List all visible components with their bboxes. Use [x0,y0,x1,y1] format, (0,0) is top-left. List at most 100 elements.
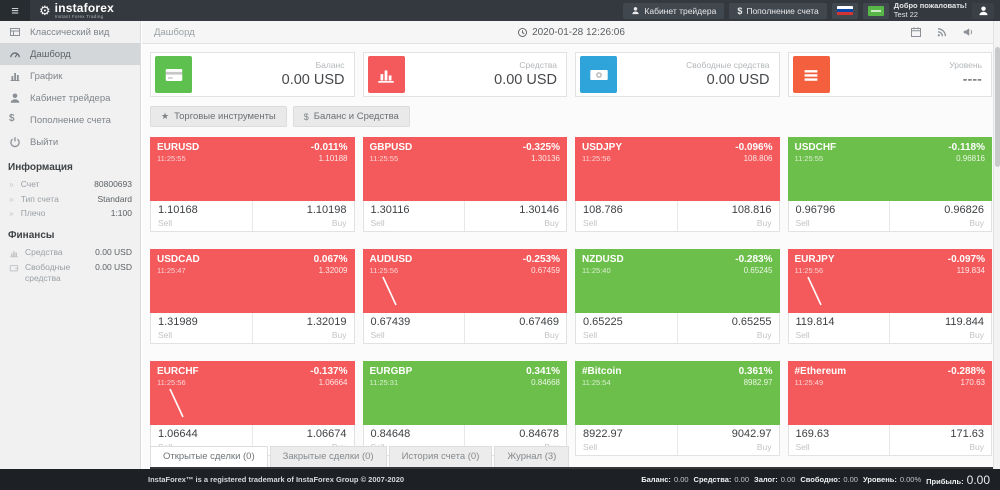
sidebar-menu-item-2[interactable]: График [0,65,140,87]
user-avatar-button[interactable] [972,2,994,19]
finance-row-1: Свободные средства 0.00 USD [0,260,140,285]
sell-button-nzdusd[interactable]: 0.65225 Sell [576,313,677,343]
tile-eurchf[interactable]: EURCHF11:25:56-0.137%1.066641.06644Sell1… [150,361,355,456]
tab-0[interactable]: Открытые сделки (0) [150,446,268,467]
buy-button-eurjpy[interactable]: 119.844 Buy [889,313,991,343]
tile-change-percent: -0.283% [735,254,773,265]
tile-symbol: USDCHF [794,142,837,153]
sidebar-menu-item-4[interactable]: $ Пополнение счета [0,109,140,131]
bottom-tabs: Открытые сделки (0) Закрытые сделки (0) Ис… [150,446,1000,469]
tile-eurjpy[interactable]: EURJPY 11:25:56 -0.097% 119.834 119.814 Sell 1… [787,249,992,344]
deposit-button[interactable]: $ Пополнение счета [729,2,827,19]
sidebar-menu-item-3[interactable]: Кабинет трейдера [0,87,140,109]
stat-card-value: ---- [962,71,982,88]
tab-3[interactable]: Журнал (3) [494,446,570,467]
buy-button-bitcoin[interactable]: 9042.97 Buy [676,425,779,455]
tile-gbpusd[interactable]: GBPUSD 11:25:55 -0.325% 1.30136 1.30116 Sell 1… [362,137,567,232]
currency-flag-button[interactable] [862,2,889,19]
tile-quote-eurgbp[interactable]: EURGBP 11:25:31 0.341% 0.84668 [362,361,567,425]
sell-button-usdjpy[interactable]: 108.786 Sell [576,201,677,231]
brand-logo[interactable]: ⚙ instaforex Instant Forex Trading [39,2,114,20]
buy-button-gbpusd[interactable]: 1.30146 Buy [464,201,566,231]
scrollbar-thumb[interactable] [995,47,1000,167]
tile-usdchf[interactable]: USDCHF 11:25:55 -0.118% 0.96816 0.96796 Sell 0… [787,137,992,232]
tab-1[interactable]: Закрытые сделки (0) [269,446,387,467]
tab-2[interactable]: История счета (0) [388,446,493,467]
tile-quote-eurchf[interactable]: EURCHF 11:25:56 -0.137% 1.06664 [150,361,355,425]
sell-label: Sell [583,441,598,452]
buy-button-audusd[interactable]: 0.67469 Buy [464,313,566,343]
footer-stat-value: 0.00% [899,475,922,484]
tile-usdcad[interactable]: USDCAD 11:25:47 0.067% 1.32009 1.31989 Sell 1.… [150,249,355,344]
buy-button-usdchf[interactable]: 0.96826 Buy [889,201,991,231]
announcement-icon[interactable] [962,26,974,38]
tile-bitcoin[interactable]: #Bitcoin 11:25:54 0.361% 8982.97 8922.97 Sell… [575,361,780,456]
buy-button-usdjpy[interactable]: 108.816 Buy [676,201,779,231]
tile-quote-nzdusd[interactable]: NZDUSD 11:25:40 -0.283% 0.65245 [575,249,780,313]
sidebar-menu-item-1[interactable]: Дашборд [0,43,140,65]
trader-cabinet-button[interactable]: Кабинет трейдера [623,2,725,19]
info-value: Standard [97,193,133,204]
sidebar-menu-label: Кабинет трейдера [30,92,111,104]
sell-button-bitcoin[interactable]: 8922.97 Sell [576,425,677,455]
buy-button-eurusd[interactable]: 1.10198 Buy [251,201,354,231]
tile-audusd[interactable]: AUDUSD 11:25:56 -0.253% 0.67459 0.67439 Sell 0… [362,249,567,344]
tile-change-percent: -0.097% [947,254,985,265]
tile-ethereum[interactable]: #Ethereum 11:25:49 -0.288% 170.63 169.63 Sell… [787,361,992,456]
sidebar-menu: Классический вид Дашборд График Кабинет тре… [0,21,140,153]
sell-button-usdcad[interactable]: 1.31989 Sell [151,313,252,343]
sell-button-eurusd[interactable]: 1.10168 Sell [151,201,252,231]
tile-price: 108.806 [743,154,773,163]
buy-button-nzdusd[interactable]: 0.65255 Buy [676,313,779,343]
tile-quote-gbpusd[interactable]: GBPUSD 11:25:55 -0.325% 1.30136 [362,137,567,201]
username: Test 22 [893,9,918,19]
tile-quote-bitcoin[interactable]: #Bitcoin 11:25:54 0.361% 8982.97 [575,361,780,425]
tile-prices: 108.786 Sell 108.816 Buy [575,201,780,232]
classic-view-icon [9,26,21,38]
tile-eurusd[interactable]: EURUSD 11:25:55 -0.011% 1.10188 1.10168 Sell 1… [150,137,355,232]
sell-button-usdchf[interactable]: 0.96796 Sell [789,201,890,231]
buy-button-usdcad[interactable]: 1.32019 Buy [251,313,354,343]
sell-price: 169.63 [795,428,830,440]
tile-time: 11:25:40 [582,266,611,275]
tile-price: 0.65245 [743,266,773,275]
tile-quote-usdcad[interactable]: USDCAD 11:25:47 0.067% 1.32009 [150,249,355,313]
tile-quote-audusd[interactable]: AUDUSD 11:25:56 -0.253% 0.67459 [362,249,567,313]
tile-quote-ethereum[interactable]: #Ethereum 11:25:49 -0.288% 170.63 [787,361,992,425]
wallet-icon [9,263,19,273]
sell-button-gbpusd[interactable]: 1.30116 Sell [364,201,465,231]
sell-button-ethereum[interactable]: 169.63 Sell [789,425,890,455]
sidebar-menu-item-5[interactable]: Выйти [0,131,140,153]
sell-price: 0.67439 [370,316,411,328]
buy-price: 1.30146 [519,204,559,216]
info-rows: » Счет 80800693 » Тип счета Standard » Плечо 1:1… [0,177,140,221]
scrollbar[interactable] [993,21,1000,469]
tile-prices: 169.63 Sell 171.63 Buy [787,425,992,456]
tile-usdjpy[interactable]: USDJPY 11:25:56 -0.096% 108.806 108.786 Sell 1… [575,137,780,232]
finance-value: 0.00 USD [95,261,132,272]
trading-instruments-button[interactable]: ★ Торговые инструменты [150,106,287,127]
avatar-icon [978,5,989,16]
tile-quote-eurusd[interactable]: EURUSD 11:25:55 -0.011% 1.10188 [150,137,355,201]
language-flag-button[interactable] [831,2,858,19]
list-icon [792,56,830,93]
rss-icon[interactable] [936,26,948,38]
tile-nzdusd[interactable]: NZDUSD 11:25:40 -0.283% 0.65245 0.65225 Sell 0… [575,249,780,344]
tile-quote-eurjpy[interactable]: EURJPY 11:25:56 -0.097% 119.834 [787,249,992,313]
buy-button-ethereum[interactable]: 171.63 Buy [889,425,991,455]
sidebar-menu-item-0[interactable]: Классический вид [0,21,140,43]
balance-funds-button[interactable]: $ Баланс и Средства [292,106,410,127]
tile-symbol: #Bitcoin [582,366,622,377]
calendar-icon[interactable] [910,26,922,38]
tile-time: 11:25:31 [369,378,399,387]
sidebar-menu-label: Пополнение счета [30,114,111,126]
tile-eurgbp[interactable]: EURGBP11:25:310.341%0.846680.84648Sell0.… [362,361,567,456]
menu-toggle-button[interactable]: ≡ [0,0,30,21]
stat-card-label: Баланс [315,59,345,70]
tile-quote-usdchf[interactable]: USDCHF 11:25:55 -0.118% 0.96816 [787,137,992,201]
sell-button-audusd[interactable]: 0.67439 Sell [364,313,465,343]
tile-time: 11:25:55 [369,154,399,163]
tile-quote-usdjpy[interactable]: USDJPY 11:25:56 -0.096% 108.806 [575,137,780,201]
sell-button-eurjpy[interactable]: 119.814 Sell [789,313,890,343]
tile-change-percent: -0.137% [310,366,348,377]
